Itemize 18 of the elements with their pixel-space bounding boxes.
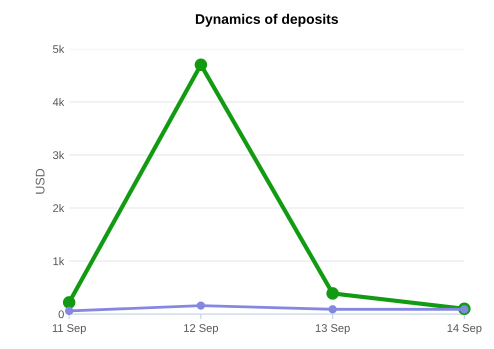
point <box>328 305 337 314</box>
y-tick-label: 3k <box>52 150 64 160</box>
y-tick-label: 4k <box>52 98 64 106</box>
x-tick-label: 13 Sep <box>316 324 350 334</box>
y-tick-label: 1k <box>53 257 64 266</box>
x-tick-label: 11 Sep <box>52 324 86 334</box>
y-tick-label: 2k <box>53 204 64 212</box>
y-axis-title: USD <box>36 168 45 194</box>
x-tick-label: 12 Sep <box>184 324 218 334</box>
point <box>196 301 206 310</box>
y-tick-label: 0 <box>58 310 64 318</box>
point <box>326 287 339 300</box>
x-tick-label: 14 Sep <box>448 324 482 334</box>
chart-title: Dynamics of deposits <box>196 14 338 27</box>
y-tick-label: 5k <box>53 44 64 53</box>
point <box>62 296 76 309</box>
point <box>194 58 208 72</box>
point <box>64 306 74 316</box>
